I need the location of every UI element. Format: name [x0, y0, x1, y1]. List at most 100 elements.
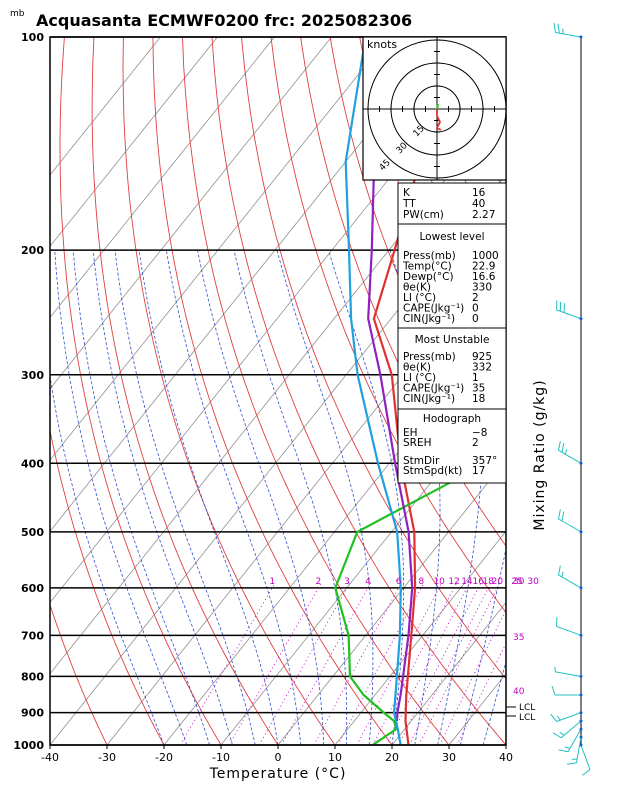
mixing-ratio-line — [439, 608, 506, 745]
pressure-tick-label: 700 — [21, 629, 44, 642]
dry-adiabat — [91, 37, 279, 745]
isotherm-line — [505, 744, 506, 745]
pressure-tick-label: 1000 — [13, 739, 44, 752]
theta-labels: 30 35 40 — [513, 577, 525, 697]
pressure-tick-label: 300 — [21, 369, 44, 382]
mixing-ratio-line — [408, 582, 492, 745]
lowest-row-label: Dewp(°C) — [403, 271, 454, 283]
wind-barb-staff — [556, 309, 582, 320]
isotherm-line — [50, 37, 389, 461]
pressure-tick-label: 900 — [21, 707, 44, 720]
moist-adiabat — [54, 250, 188, 745]
mu-row-label: CAPE(Jkg⁻¹) — [403, 383, 464, 395]
mu-row-label: θe(K) — [403, 362, 431, 374]
moist-adiabat — [114, 250, 256, 745]
wind-barb-staff — [555, 31, 582, 38]
wind-barb-flag — [558, 749, 569, 753]
temperature-tick-label: 20 — [385, 751, 399, 764]
dry-adiabat — [50, 428, 165, 745]
wind-barb-half-flag — [561, 571, 564, 578]
dry-adiabat — [554, 5, 618, 760]
temperature-tick-label: 10 — [328, 751, 342, 764]
isotherm-line — [50, 37, 161, 176]
temperature-tick-label: -20 — [155, 751, 173, 764]
mu-row-value: 332 — [472, 362, 492, 374]
wind-barb-staff — [558, 449, 582, 464]
wind-barb-staff — [560, 720, 582, 739]
wind-barb-flag — [552, 732, 562, 739]
wind-barb-half-flag — [564, 746, 571, 749]
mixing-ratio-line — [372, 582, 458, 745]
mixing-ratio-line — [313, 582, 402, 745]
mixing-ratio-line — [180, 582, 276, 745]
index-row-label: PW(cm) — [403, 209, 444, 221]
mixing-ratio-label: 25 — [511, 577, 522, 587]
isotherm-line — [50, 37, 332, 390]
mixing-ratio-line — [337, 582, 425, 745]
pressure-tick-label: 500 — [21, 526, 44, 539]
wind-barb-staff — [556, 625, 582, 636]
wind-barb-base — [579, 693, 583, 697]
isotherm-line — [220, 388, 506, 745]
wind-barb-staff — [567, 728, 582, 752]
mixing-ratio-line — [228, 582, 322, 745]
moist-adiabat — [50, 374, 165, 745]
wind-barb-flag — [550, 713, 557, 722]
parcel-profile — [367, 79, 414, 722]
mixing-ratio-label: 8 — [418, 577, 424, 587]
wind-barb-base — [579, 735, 583, 739]
lowest-row-label: CAPE(Jkg⁻¹) — [403, 303, 464, 315]
moist-adiabat — [276, 249, 374, 745]
wind-barb-base — [579, 711, 583, 715]
pressure-tick-label: 600 — [21, 582, 44, 595]
lowest-row-value: 1000 — [472, 250, 499, 262]
moist-adiabat — [92, 250, 233, 745]
mixing-ratio-line — [398, 582, 482, 745]
mixing-ratio-label: 10 — [433, 577, 445, 587]
mu-row-value: 35 — [472, 383, 485, 395]
mixing-ratio-label: 6 — [396, 577, 402, 587]
isotherm-line — [50, 174, 506, 745]
lcl-label-2: LCL — [519, 713, 535, 723]
dry-adiabat — [50, 603, 108, 745]
pressure-tick-label: 200 — [21, 244, 44, 257]
temperature-tick-label: 0 — [275, 751, 282, 764]
lowest-row-label: θe(K) — [403, 282, 431, 294]
wind-barb-base — [579, 461, 583, 465]
mixing-ratio-label: 16 — [472, 577, 484, 587]
moist-adiabat — [197, 250, 324, 745]
dry-adiabat — [122, 37, 336, 745]
temperature-tick-label: -30 — [98, 751, 116, 764]
dry-adiabat — [497, 5, 618, 760]
lcl-markers: LCL LCL — [506, 703, 535, 723]
wind-barb-base — [579, 586, 583, 590]
mixing-ratio-label: 20 — [492, 577, 504, 587]
mixing-ratio-line — [281, 582, 372, 745]
moist-adiabat — [72, 250, 210, 745]
wind-barb-half-flag — [562, 28, 564, 34]
dewpoint-profile — [334, 370, 506, 745]
lcl-label-1: LCL — [519, 703, 535, 713]
wind-barb-half-flag — [554, 666, 556, 672]
hodo-row-label: SREH — [403, 437, 432, 449]
hodo-row-label: EH — [403, 427, 418, 439]
wind-barb-flag — [557, 509, 561, 519]
hodo-row-value: 17 — [472, 465, 485, 477]
temperature-tick-label: -40 — [41, 751, 59, 764]
lowest-row-value: 16.6 — [472, 271, 496, 283]
lowest-level-header: Lowest level — [419, 231, 484, 243]
hodo-row-label: StmDir — [403, 455, 440, 467]
wind-barb-flag — [567, 762, 577, 765]
hodograph-trace-upper — [436, 103, 439, 110]
lowest-row-value: 330 — [472, 282, 492, 294]
index-row-value: 40 — [472, 198, 485, 210]
wind-barb-staff — [556, 712, 582, 722]
mixing-ratio-label: 30 — [527, 577, 539, 587]
mixing-ratio-label: 3 — [344, 577, 350, 587]
wind-barb-base — [579, 719, 583, 723]
wind-barb-half-flag — [559, 731, 565, 736]
mu-row-label: Press(mb) — [403, 351, 456, 363]
mixing-ratio-label: 1 — [269, 577, 275, 587]
index-row-value: 2.27 — [472, 209, 495, 221]
